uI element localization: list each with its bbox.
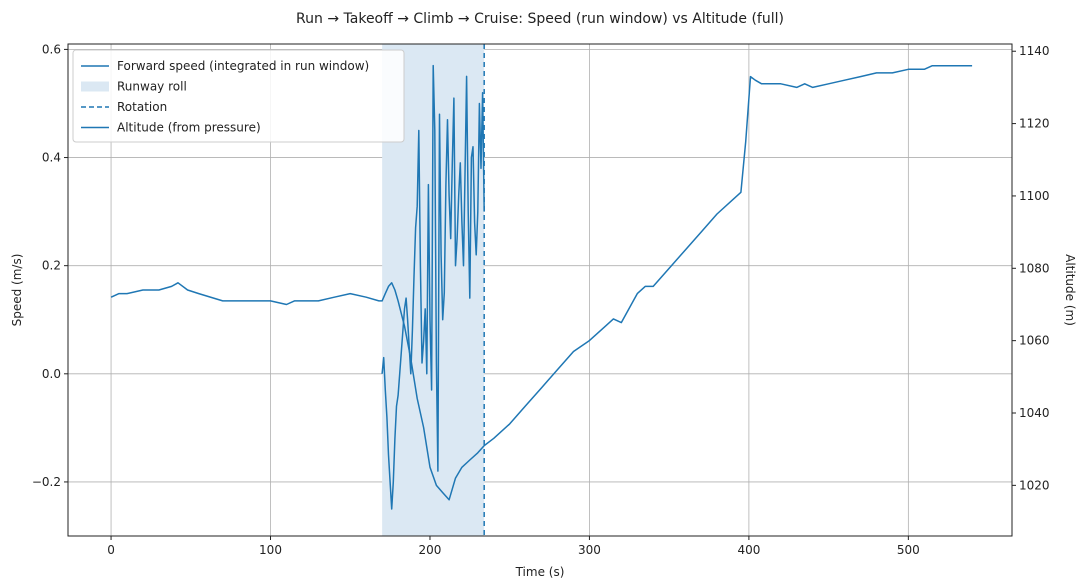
legend-swatch-patch (81, 81, 109, 92)
x-tick-label: 400 (737, 543, 760, 557)
y-left-tick-label: 0.2 (42, 259, 61, 273)
y-left-tick-label: 0.6 (42, 42, 61, 56)
y-right-axis-label: Altitude (m) (1063, 254, 1077, 326)
y-right-axis-ticks: 1020 1040 1060 1080 1100 1120 1140 (1012, 44, 1050, 492)
x-axis-ticks: 0 100 200 300 400 500 (107, 536, 920, 557)
speed-series-line (381, 64, 485, 510)
x-tick-label: 100 (259, 543, 282, 557)
legend-box (72, 49, 405, 143)
y-right-tick-label: 1100 (1019, 189, 1050, 203)
legend: Forward speed (integrated in run window)… (72, 49, 405, 143)
y-left-tick-label: 0.0 (42, 367, 61, 381)
plot-frame (67, 43, 1013, 537)
y-left-tick-label: 0.4 (42, 151, 61, 165)
y-left-axis-label: Speed (m/s) (10, 254, 24, 327)
y-left-tick-label: −0.2 (32, 475, 61, 489)
y-right-tick-label: 1060 (1019, 334, 1050, 348)
y-right-tick-label: 1020 (1019, 478, 1050, 492)
legend-label: Rotation (117, 100, 167, 114)
x-axis-label: Time (s) (515, 565, 565, 579)
y-right-tick-label: 1040 (1019, 406, 1050, 420)
y-right-tick-label: 1080 (1019, 261, 1050, 275)
legend-label: Altitude (from pressure) (117, 121, 261, 135)
y-left-axis-ticks: −0.2 0.0 0.2 0.4 0.6 (32, 42, 68, 489)
x-tick-label: 500 (897, 543, 920, 557)
y-right-tick-label: 1140 (1019, 44, 1050, 58)
series-layer (110, 64, 973, 510)
y-right-tick-label: 1120 (1019, 117, 1050, 131)
x-tick-label: 200 (419, 543, 442, 557)
altitude-series-line (110, 64, 973, 501)
x-tick-label: 300 (578, 543, 601, 557)
legend-label: Runway roll (117, 80, 187, 94)
chart-title: Run → Takeoff → Climb → Cruise: Speed (r… (296, 11, 784, 27)
x-tick-label: 0 (107, 543, 115, 557)
legend-label: Forward speed (integrated in run window) (117, 59, 369, 73)
